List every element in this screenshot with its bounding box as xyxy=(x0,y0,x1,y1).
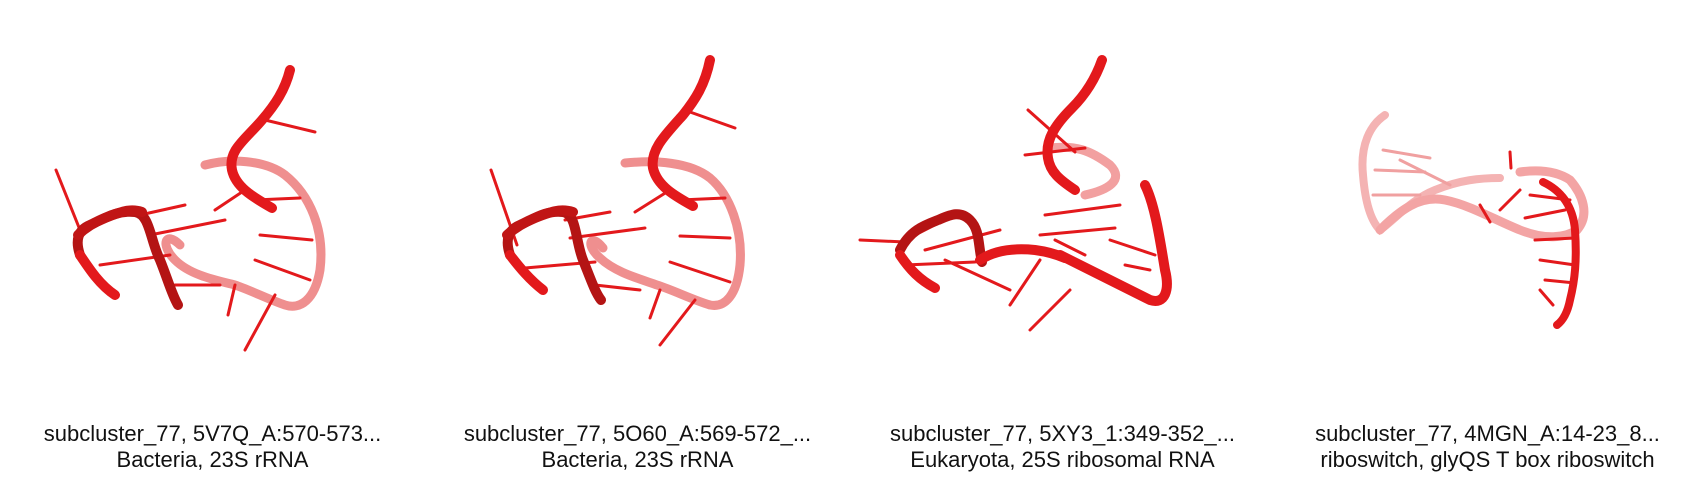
rna-structure-render-4 xyxy=(1358,111,1589,329)
rna-structure-render-2 xyxy=(489,55,745,347)
panel-subtitle: riboswitch, glyQS T box riboswitch xyxy=(1320,447,1655,472)
panel-title: subcluster_77, 5V7Q_A:570-573... xyxy=(43,421,382,446)
panel-title: subcluster_77, 4MGN_A:14-23_8... xyxy=(1315,421,1660,446)
panel-subtitle: Bacteria, 23S rRNA xyxy=(541,447,734,472)
structure-panel-3: subcluster_77, 5XY3_1:349-352_... Eukary… xyxy=(850,0,1275,480)
panel-title: subcluster_77, 5O60_A:569-572_... xyxy=(463,421,812,446)
rna-structure-render-1 xyxy=(54,65,326,352)
structure-panel-4: subcluster_77, 4MGN_A:14-23_8... riboswi… xyxy=(1275,0,1700,480)
structure-panel-1: subcluster_77, 5V7Q_A:570-573... Bacteri… xyxy=(0,0,425,480)
panel-subtitle: Bacteria, 23S rRNA xyxy=(116,447,309,472)
panel-subtitle: Eukaryota, 25S ribosomal RNA xyxy=(910,447,1215,472)
rna-structure-render-3 xyxy=(858,55,1172,332)
structure-panel-2: subcluster_77, 5O60_A:569-572_... Bacter… xyxy=(425,0,850,480)
panel-title: subcluster_77, 5XY3_1:349-352_... xyxy=(890,421,1235,446)
